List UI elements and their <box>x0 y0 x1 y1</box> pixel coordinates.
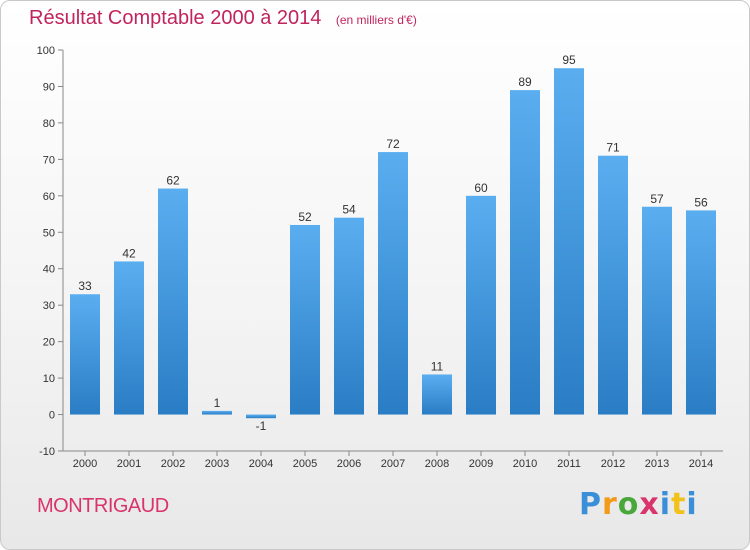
x-tick-label: 2006 <box>337 458 361 470</box>
x-tick-label: 2013 <box>645 458 669 470</box>
x-tick-label: 2009 <box>469 458 493 470</box>
bar-2009[interactable] <box>466 195 496 415</box>
x-tick-label: 2003 <box>205 458 229 470</box>
y-tick-label: 80 <box>43 118 55 130</box>
data-label-2003: 1 <box>214 396 221 410</box>
bars-group <box>70 68 716 419</box>
x-tick-label: 2004 <box>249 458 273 470</box>
data-label-2000: 33 <box>78 279 92 293</box>
bar-2014[interactable] <box>686 210 716 415</box>
y-tick-label: -10 <box>39 446 55 458</box>
data-label-2001: 42 <box>122 246 136 260</box>
y-tick-label: 30 <box>43 300 55 312</box>
bar-2000[interactable] <box>70 294 100 415</box>
bar-2013[interactable] <box>642 206 672 415</box>
bar-2008[interactable] <box>422 374 452 415</box>
x-tick-label: 2012 <box>601 458 625 470</box>
data-label-2004: -1 <box>256 419 267 433</box>
bar-2011[interactable] <box>554 68 584 415</box>
data-label-2014: 56 <box>694 195 708 209</box>
chart-title: Résultat Comptable 2000 à 2014 <box>29 7 322 29</box>
data-label-2013: 57 <box>650 192 664 206</box>
bar-2007[interactable] <box>378 152 408 415</box>
y-tick-label: 0 <box>49 410 55 422</box>
y-tick-label: 70 <box>43 154 55 166</box>
bar-2002[interactable] <box>158 188 188 415</box>
x-tick-label: 2011 <box>557 458 581 470</box>
chart-subtitle: (en milliers d'€) <box>335 13 417 27</box>
commune-name: MONTRIGAUD <box>37 495 169 517</box>
y-tick-label: 100 <box>37 45 55 57</box>
y-tick-label: 90 <box>43 81 55 93</box>
data-label-2005: 52 <box>298 210 312 224</box>
y-tick-label: 10 <box>43 373 55 385</box>
y-tick-label: 50 <box>43 227 55 239</box>
y-tick-label: 60 <box>43 191 55 203</box>
data-labels-group: 33 42 62 1 -1 52 54 72 11 60 89 95 71 57 56 <box>78 53 708 433</box>
data-label-2002: 62 <box>166 174 180 188</box>
data-label-2011: 95 <box>562 53 576 67</box>
bar-2004[interactable] <box>246 414 276 419</box>
x-tick-label: 2002 <box>161 458 185 470</box>
x-tick-label: 2005 <box>293 458 317 470</box>
data-label-2012: 71 <box>606 141 620 155</box>
x-tick-label: 2001 <box>117 458 141 470</box>
x-tick-label: 2014 <box>689 458 713 470</box>
data-label-2009: 60 <box>474 181 488 195</box>
x-tick-label: 2007 <box>381 458 405 470</box>
title-row: Résultat Comptable 2000 à 2014 (en milli… <box>29 7 417 30</box>
x-tick-label: 2000 <box>73 458 97 470</box>
bar-2012[interactable] <box>598 155 628 415</box>
x-tick-label: 2010 <box>513 458 537 470</box>
bar-2005[interactable] <box>290 224 320 415</box>
bar-2006[interactable] <box>334 217 364 415</box>
proxiti-logo[interactable]: Proxiti <box>579 487 698 522</box>
y-tick-label: 20 <box>43 337 55 349</box>
data-label-2010: 89 <box>518 75 532 89</box>
data-label-2006: 54 <box>342 203 356 217</box>
bar-2001[interactable] <box>114 261 144 415</box>
y-tick-label: 40 <box>43 264 55 276</box>
x-tick-label: 2008 <box>425 458 449 470</box>
data-label-2007: 72 <box>386 137 400 151</box>
data-label-2008: 11 <box>431 359 444 373</box>
bar-2003[interactable] <box>202 410 232 415</box>
bar-2010[interactable] <box>510 90 540 415</box>
axes: -10 0 10 20 30 40 50 60 70 80 90 100 2000 2001 2002 200… <box>37 45 723 470</box>
